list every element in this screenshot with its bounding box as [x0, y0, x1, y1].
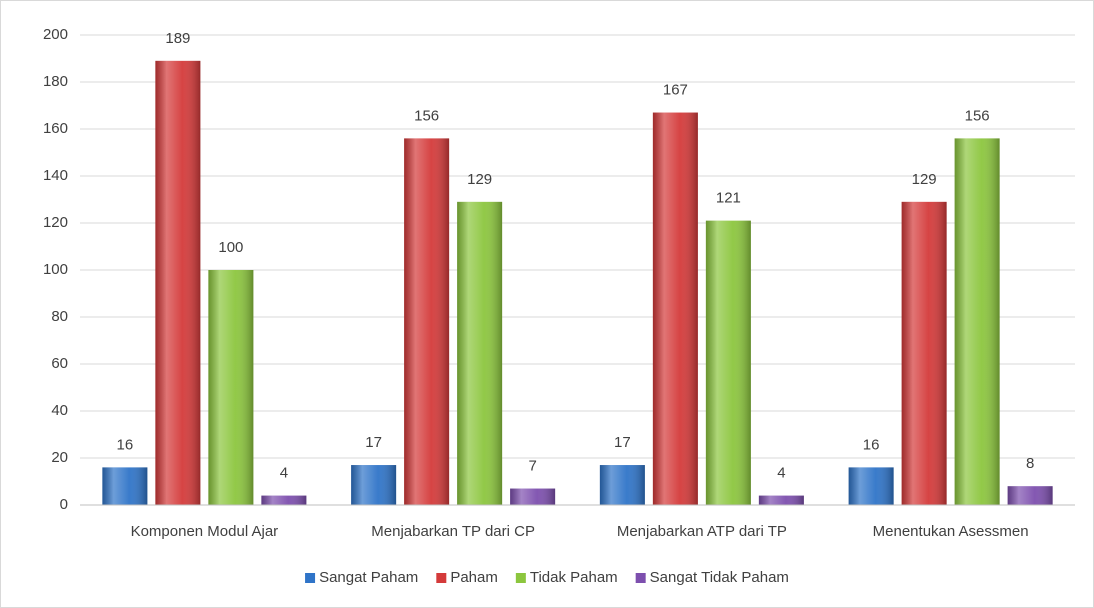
legend-label: Sangat Tidak Paham: [650, 569, 789, 586]
data-label: 129: [912, 171, 937, 188]
y-tick-label: 20: [51, 449, 68, 466]
y-tick-label: 200: [43, 26, 68, 43]
bar: [208, 270, 254, 505]
bar: [901, 201, 947, 505]
legend-swatch: [436, 573, 447, 583]
bar: [457, 201, 503, 505]
bar: [1007, 486, 1053, 505]
x-tick-label: Komponen Modul Ajar: [131, 523, 279, 540]
bar: [404, 138, 450, 505]
y-tick-label: 40: [51, 402, 68, 419]
data-label: 156: [965, 107, 990, 124]
bar: [261, 495, 307, 505]
y-tick-label: 120: [43, 214, 68, 231]
y-tick-label: 80: [51, 308, 68, 325]
data-label: 17: [614, 434, 631, 451]
bar: [155, 60, 201, 505]
data-label: 4: [777, 465, 785, 482]
legend-swatch: [515, 573, 526, 583]
data-label: 7: [528, 458, 536, 475]
legend-swatch: [305, 573, 316, 583]
bar: [102, 467, 148, 505]
legend-label: Sangat Paham: [319, 569, 418, 586]
y-tick-label: 180: [43, 73, 68, 90]
data-label: 167: [663, 82, 688, 99]
data-label: 4: [280, 465, 288, 482]
data-label: 16: [117, 436, 134, 453]
legend-label: Tidak Paham: [530, 569, 618, 586]
bar: [705, 220, 751, 505]
y-tick-label: 100: [43, 261, 68, 278]
data-label: 100: [218, 239, 243, 256]
x-tick-label: Menentukan Asessmen: [873, 523, 1029, 540]
bar: [652, 112, 698, 506]
bar: [758, 495, 804, 505]
bar: [351, 465, 397, 505]
data-label: 129: [467, 171, 492, 188]
bar: [848, 467, 894, 505]
y-tick-label: 60: [51, 355, 68, 372]
legend-label: Paham: [450, 569, 498, 586]
data-label: 189: [165, 30, 190, 47]
y-tick-label: 140: [43, 167, 68, 184]
bar: [599, 465, 645, 505]
y-tick-label: 160: [43, 120, 68, 137]
data-label: 16: [863, 436, 880, 453]
y-tick-label: 0: [60, 496, 68, 513]
data-label: 121: [716, 190, 741, 207]
legend-swatch: [635, 573, 646, 583]
bar: [954, 138, 1000, 505]
bar: [510, 488, 556, 505]
x-tick-label: Menjabarkan ATP dari TP: [617, 523, 787, 540]
data-label: 156: [414, 107, 439, 124]
data-label: 8: [1026, 455, 1034, 472]
x-tick-label: Menjabarkan TP dari CP: [371, 523, 535, 540]
data-label: 17: [365, 434, 382, 451]
